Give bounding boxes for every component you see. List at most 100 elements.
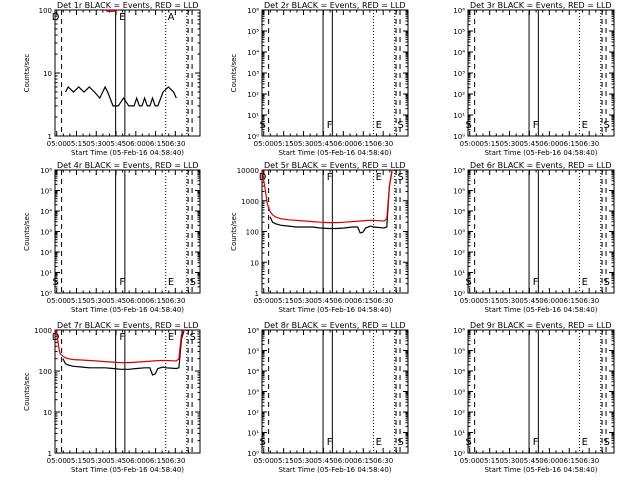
y-tick-label: 10²	[247, 91, 259, 99]
x-tick-label: 05:00	[47, 457, 67, 465]
y-tick-label: 10³	[247, 389, 259, 397]
event-marker-letter: S	[398, 172, 404, 183]
x-tick-label: 06:00	[539, 297, 559, 305]
x-tick-label: 06:15	[559, 457, 579, 465]
panel-det4r: Det 4r BLACK = Events, RED = LLD 10⁰ 10¹ 10…	[23, 161, 201, 314]
x-tick-label: 05:15	[66, 297, 86, 305]
x-tick-label: 05:30	[86, 140, 106, 148]
x-tick-label: 05:30	[293, 457, 313, 465]
panel-det7r: Det 7r BLACK = Events, RED = LLD 1 10 100 10…	[23, 321, 201, 474]
y-tick-label: 10¹	[453, 430, 465, 438]
y-tick-label: 10⁶	[40, 167, 52, 175]
event-marker-letter: S	[190, 332, 196, 343]
x-tick-label: 05:30	[499, 457, 519, 465]
y-tick-label: 100	[246, 229, 259, 237]
x-tick-label: 06:00	[126, 140, 146, 148]
panel-title: Det 4r BLACK = Events, RED = LLD	[57, 161, 199, 170]
y-tick-label: 10⁵	[453, 188, 465, 196]
y-tick-label: 10¹	[453, 270, 465, 278]
y-tick-label: 10²	[40, 249, 52, 257]
y-tick-label: 10⁴	[453, 208, 465, 216]
y-tick-label: 1	[48, 450, 52, 458]
x-tick-label: 06:15	[559, 140, 579, 148]
panel-title: Det 3r BLACK = Events, RED = LLD	[470, 1, 612, 10]
x-tick-label: 06:15	[145, 297, 165, 305]
y-tick-label: 10¹	[247, 112, 259, 120]
y-tick-label: 10⁵	[247, 28, 259, 36]
y-tick-label: 10⁶	[247, 327, 259, 335]
x-tick-label: 05:15	[274, 297, 294, 305]
x-tick-label: 06:15	[145, 140, 165, 148]
x-tick-label: 06:30	[165, 457, 185, 465]
y-tick-label: 100	[39, 7, 52, 15]
x-axis-label: Start Time (05-Feb-16 04:58:40)	[71, 306, 184, 314]
event-marker-letter: F	[533, 437, 539, 448]
x-tick-label: 05:00	[254, 297, 274, 305]
x-tick-label: 05:15	[66, 457, 86, 465]
x-axis-label: Start Time (05-Feb-16 04:58:40)	[484, 466, 597, 474]
event-marker-letter: S	[465, 277, 471, 288]
event-marker-letter: S	[604, 277, 610, 288]
y-axis-label: Counts/sec	[230, 54, 238, 93]
y-tick-label: 10⁰	[40, 290, 52, 298]
y-tick-label: 10	[250, 259, 259, 267]
event-marker-letter: E	[168, 332, 174, 343]
event-marker-letter: S	[52, 277, 58, 288]
x-tick-label: 05:30	[293, 297, 313, 305]
y-tick-label: 10²	[453, 91, 465, 99]
panel-det9r: Det 9r BLACK = Events, RED = LLD 10⁰ 10¹ 10…	[453, 321, 615, 474]
y-tick-label: 10⁴	[453, 49, 465, 57]
x-tick-label: 06:15	[353, 140, 373, 148]
event-marker-letter: S	[190, 277, 196, 288]
x-tick-label: 05:15	[480, 457, 500, 465]
panel-det5r: Det 5r BLACK = Events, RED = LLD 1 10 100 10…	[230, 161, 409, 314]
panel-det1r: Det 1r BLACK = Events, RED = LLD 1 10 100 05…	[23, 1, 201, 157]
x-tick-label: 05:30	[499, 297, 519, 305]
y-tick-label: 10000	[237, 167, 259, 175]
event-marker-letter: S	[398, 437, 404, 448]
x-tick-label: 06:00	[539, 140, 559, 148]
event-marker-letter: F	[327, 172, 333, 183]
x-tick-label: 06:15	[353, 457, 373, 465]
y-tick-label: 10⁵	[453, 348, 465, 356]
y-tick-label: 1	[255, 290, 259, 298]
x-tick-label: 05:15	[66, 140, 86, 148]
series-events	[62, 329, 185, 376]
y-tick-label: 10⁴	[453, 368, 465, 376]
plot-frame	[54, 169, 201, 294]
event-marker-letter: E	[582, 437, 588, 448]
x-axis-label: Start Time (05-Feb-16 04:58:40)	[278, 466, 391, 474]
x-tick-label: 06:30	[373, 140, 393, 148]
x-tick-label: 05:45	[519, 297, 539, 305]
series-lld	[261, 169, 393, 224]
x-tick-label: 06:30	[165, 140, 185, 148]
x-tick-label: 05:30	[86, 457, 106, 465]
plot-frame	[261, 169, 409, 294]
event-marker-letter: F	[533, 277, 539, 288]
x-tick-label: 05:45	[106, 457, 126, 465]
x-tick-label: 05:30	[293, 140, 313, 148]
x-tick-label: 06:00	[333, 457, 353, 465]
plot-frame	[261, 9, 409, 137]
series-events	[64, 85, 177, 107]
x-tick-label: 05:45	[519, 140, 539, 148]
series-lld	[54, 329, 185, 364]
panel-title: Det 8r BLACK = Events, RED = LLD	[264, 321, 406, 330]
y-tick-label: 10⁶	[453, 7, 465, 15]
y-tick-label: 10²	[453, 249, 465, 257]
y-tick-label: 10⁵	[40, 188, 52, 196]
y-tick-label: 10³	[453, 70, 465, 78]
event-marker-letter: F	[119, 332, 125, 343]
panel-title: Det 9r BLACK = Events, RED = LLD	[470, 321, 612, 330]
x-tick-label: 06:30	[579, 140, 599, 148]
event-marker-letter: S	[604, 120, 610, 131]
y-tick-label: 10	[43, 70, 52, 78]
x-tick-label: 05:45	[519, 457, 539, 465]
panel-title: Det 7r BLACK = Events, RED = LLD	[57, 321, 199, 330]
y-tick-label: 1	[48, 133, 52, 141]
x-tick-label: 05:00	[460, 457, 480, 465]
x-axis-label: Start Time (05-Feb-16 04:58:40)	[278, 306, 391, 314]
y-tick-label: 100	[39, 368, 52, 376]
